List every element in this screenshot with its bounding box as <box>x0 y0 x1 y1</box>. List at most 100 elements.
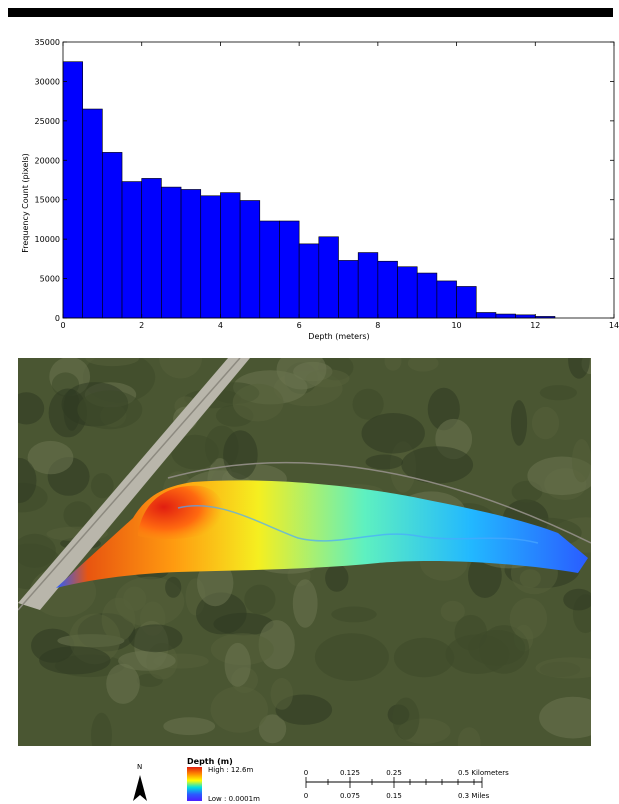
vegetation-patch <box>18 392 45 425</box>
highway-lane <box>18 358 241 611</box>
scale-km-1: 0.125 <box>340 769 360 777</box>
highway <box>18 358 250 610</box>
y-tick-label: 25000 <box>35 117 60 126</box>
vegetation-patch <box>509 597 548 640</box>
vegetation-patch <box>539 696 591 739</box>
y-tick-label: 15000 <box>35 196 60 205</box>
vegetation-patch <box>85 358 139 367</box>
vegetation-patch <box>445 634 510 674</box>
x-tick-label: 12 <box>530 321 540 330</box>
histogram-bar <box>377 260 398 319</box>
histogram-bar <box>515 314 536 319</box>
histogram-bar <box>121 181 143 319</box>
y-tick-label: 10000 <box>35 235 60 244</box>
histogram-bar <box>495 313 516 319</box>
x-tick-label: 10 <box>451 321 461 330</box>
scale-mi-3: 0.3 Miles <box>458 792 490 800</box>
vegetation-patch <box>165 576 182 598</box>
vegetation-patch <box>510 400 528 446</box>
histogram-bar <box>318 236 339 319</box>
vegetation-patch <box>106 663 140 704</box>
vegetation-patch <box>361 413 425 454</box>
aerial-map <box>18 358 591 746</box>
vegetation-patch <box>197 559 234 607</box>
vegetation-patch <box>224 642 251 687</box>
histogram-bar <box>338 260 359 319</box>
histogram-bar <box>200 195 221 319</box>
scale-km-0: 0 <box>304 769 308 777</box>
vegetation-patch <box>393 637 455 678</box>
vegetation-patch <box>27 440 74 475</box>
histogram-bar <box>259 220 280 319</box>
histogram-bar <box>161 186 182 319</box>
scale-mi-1: 0.075 <box>340 792 360 800</box>
vegetation-patch <box>352 388 384 420</box>
histogram-bar <box>141 178 162 319</box>
histogram-bar <box>357 252 379 319</box>
vegetation-patch <box>384 358 402 371</box>
vegetation-patch <box>531 406 560 440</box>
vegetation-patch <box>563 588 591 611</box>
vegetation-patch <box>128 624 183 653</box>
x-tick-label: 6 <box>297 321 302 330</box>
histogram-bar <box>475 312 497 319</box>
vegetation-patch <box>401 446 474 484</box>
vegetation-patch <box>270 678 293 710</box>
top-rule <box>8 8 613 17</box>
histogram-bar <box>62 61 83 319</box>
vegetation-patch <box>392 697 420 740</box>
histogram-bar <box>416 272 438 319</box>
histogram-bar <box>220 192 241 319</box>
x-tick-label: 4 <box>218 321 223 330</box>
histogram-bar <box>279 220 300 319</box>
scale-km-2: 0.25 <box>386 769 402 777</box>
vegetation-patch <box>123 586 147 611</box>
legend-low-label: Low : 0.0001m <box>208 795 260 803</box>
vegetation-patch <box>18 533 56 568</box>
vegetation-patch <box>210 686 268 733</box>
y-tick-label: 5000 <box>40 275 60 284</box>
legend-high-label: High : 12.6m <box>208 766 254 774</box>
vegetation-patch <box>314 633 389 681</box>
vegetation-patch <box>539 385 578 401</box>
vegetation-patch <box>365 454 404 470</box>
stream-channel <box>177 504 539 544</box>
y-axis-label: Frequency Count (pixels) <box>21 153 30 253</box>
histogram-bar <box>239 200 261 319</box>
scale-bar: 0 0.125 0.25 0.5 Kilometers 0 0.075 0.15… <box>304 769 509 800</box>
x-axis-label: Depth (meters) <box>308 332 369 341</box>
histogram-bar <box>102 152 123 319</box>
x-tick-label: 8 <box>375 321 380 330</box>
vegetation-patch <box>571 439 591 483</box>
vegetation-patch <box>101 597 136 642</box>
histogram-bar <box>180 189 202 319</box>
vegetation-patch <box>568 358 590 379</box>
y-tick-label: 35000 <box>35 38 60 47</box>
vegetation-patch <box>118 650 176 671</box>
scale-km-3: 0.5 Kilometers <box>458 769 509 777</box>
vegetation-patch <box>244 584 276 615</box>
deep-pool <box>138 485 224 540</box>
histogram-bar <box>298 243 320 319</box>
vegetation-patch <box>39 646 111 675</box>
vegetation-patch <box>457 727 481 746</box>
vegetation-patch <box>159 358 203 379</box>
histogram-bar <box>436 280 457 319</box>
vegetation-patch <box>258 714 287 744</box>
depth-color-ramp <box>187 767 202 801</box>
scale-mi-2: 0.15 <box>386 792 402 800</box>
vegetation-patch <box>276 358 327 390</box>
y-tick-label: 0 <box>55 314 60 323</box>
vegetation-patch <box>535 657 591 679</box>
vegetation-patch <box>292 579 318 628</box>
legend-title: Depth (m) <box>187 757 233 766</box>
histogram-bar <box>456 286 477 319</box>
y-tick-label: 30000 <box>35 77 60 86</box>
vegetation-patch <box>331 606 377 623</box>
scale-mi-0: 0 <box>304 792 308 800</box>
y-tick-label: 20000 <box>35 156 60 165</box>
vegetation-patch <box>232 383 284 422</box>
histogram-bar <box>397 266 418 319</box>
vegetation-patch <box>440 600 465 622</box>
north-label: N <box>137 763 143 771</box>
